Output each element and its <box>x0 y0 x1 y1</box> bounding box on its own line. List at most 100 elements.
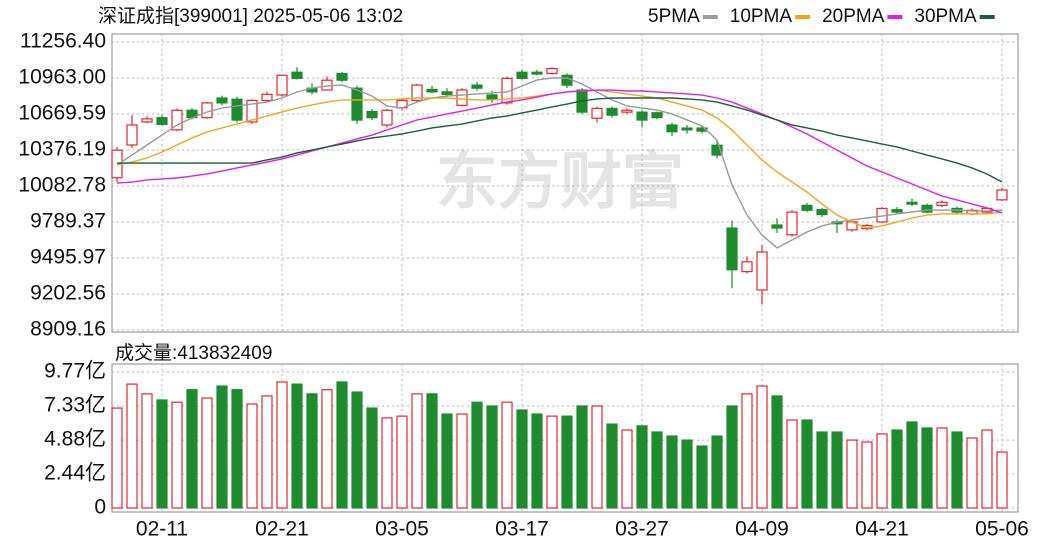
volume-title: 成交量:413832409 <box>115 342 272 364</box>
volume-bar <box>786 419 798 509</box>
volume-bar <box>981 429 993 509</box>
volume-bar <box>636 425 648 509</box>
legend-label: 5PMA <box>648 6 700 27</box>
candle-body <box>156 117 168 125</box>
y-tick-label: 11256.40 <box>20 30 106 53</box>
ma-line <box>117 97 1003 183</box>
legend-label: 20PMA <box>822 6 885 27</box>
candle-body <box>456 89 468 106</box>
y-tick-label: 9202.56 <box>30 282 106 305</box>
y-tick-label: 10082.78 <box>18 174 106 197</box>
candle-body <box>201 102 213 119</box>
candle-body <box>786 211 798 236</box>
watermark: 东方财富 <box>436 147 684 216</box>
volume-bar <box>666 435 678 509</box>
ma-line <box>116 77 1003 249</box>
volume-bar <box>501 401 513 509</box>
chart-title: 深证成指[399001] 2025-05-06 13:02 <box>98 5 403 27</box>
volume-bar <box>816 431 828 509</box>
candle-body <box>516 71 528 79</box>
volume-bar <box>591 405 603 509</box>
candle-body <box>366 110 378 119</box>
candle-body <box>756 251 768 291</box>
candle-body <box>171 109 183 131</box>
volume-bar <box>741 393 753 509</box>
volume-bar <box>756 385 768 509</box>
candle-body <box>546 67 558 75</box>
candle-body <box>381 109 393 126</box>
volume-bar <box>516 409 528 509</box>
volume-bar <box>846 439 858 509</box>
candle-body <box>921 204 933 213</box>
volume-bar <box>681 439 693 509</box>
x-tick-label: 03-05 <box>375 518 429 541</box>
y-tick-label: 2.44亿 <box>44 462 106 485</box>
volume-bar <box>726 405 738 509</box>
volume-bar <box>621 429 633 509</box>
x-tick-label: 04-21 <box>855 518 909 541</box>
volume-bar <box>486 405 498 509</box>
y-tick-label: 8909.16 <box>30 318 106 341</box>
price-frame <box>111 33 1019 333</box>
volume-bar <box>531 413 543 509</box>
candle-body <box>621 109 633 113</box>
y-tick-label: 9789.37 <box>30 210 106 233</box>
y-tick-label: 10376.19 <box>18 138 106 161</box>
candle-body <box>816 209 828 216</box>
candle-body <box>696 127 708 132</box>
volume-bar <box>951 431 963 509</box>
legend-label: 10PMA <box>730 6 793 27</box>
candle-body <box>216 97 228 104</box>
volume-bar <box>771 395 783 509</box>
volume-bar <box>426 393 438 509</box>
volume-bar <box>336 381 348 509</box>
candle-body <box>681 127 693 131</box>
x-tick-label: 05-06 <box>975 518 1029 541</box>
legend-label: 30PMA <box>914 6 977 27</box>
volume-bar <box>456 413 468 509</box>
volume-bar <box>276 381 288 509</box>
candle-body <box>276 74 288 96</box>
candle-body <box>246 99 258 123</box>
volume-bar <box>996 451 1008 509</box>
x-tick-label: 02-11 <box>136 518 188 541</box>
y-tick-label: 4.88亿 <box>44 428 106 451</box>
candle-body <box>726 227 738 271</box>
volume-bar <box>201 397 213 509</box>
y-tick-label: 9.77亿 <box>44 360 106 383</box>
volume-bar <box>216 385 228 509</box>
volume-bar <box>801 419 813 509</box>
volume-bar <box>711 435 723 509</box>
candle-body <box>801 204 813 211</box>
y-tick-label: 10669.59 <box>18 102 106 125</box>
volume-bar <box>411 393 423 509</box>
volume-bar <box>876 433 888 509</box>
candle-body <box>666 124 678 133</box>
x-tick-label: 03-27 <box>615 518 669 541</box>
volume-bar <box>546 415 558 509</box>
volume-bar <box>111 407 123 509</box>
volume-bar <box>606 423 618 509</box>
volume-bar <box>306 393 318 509</box>
candle-body <box>141 118 153 123</box>
volume-bar <box>141 393 153 509</box>
candle-body <box>426 88 438 93</box>
volume-bar <box>651 431 663 509</box>
y-tick-label: 10963.00 <box>18 66 106 89</box>
volume-bar <box>291 383 303 509</box>
candle-body <box>561 74 573 86</box>
y-tick-label: 9495.97 <box>30 246 106 269</box>
candle-body <box>351 87 363 121</box>
candle-body <box>636 111 648 121</box>
candle-body <box>591 107 603 119</box>
candle-body <box>906 201 918 205</box>
volume-bar <box>156 399 168 509</box>
candle-body <box>711 144 723 156</box>
candle-body <box>126 124 138 146</box>
candle-body <box>606 107 618 116</box>
volume-bar <box>231 389 243 509</box>
volume-bar <box>246 403 258 509</box>
volume-bar <box>576 405 588 509</box>
volume-bar <box>696 445 708 509</box>
